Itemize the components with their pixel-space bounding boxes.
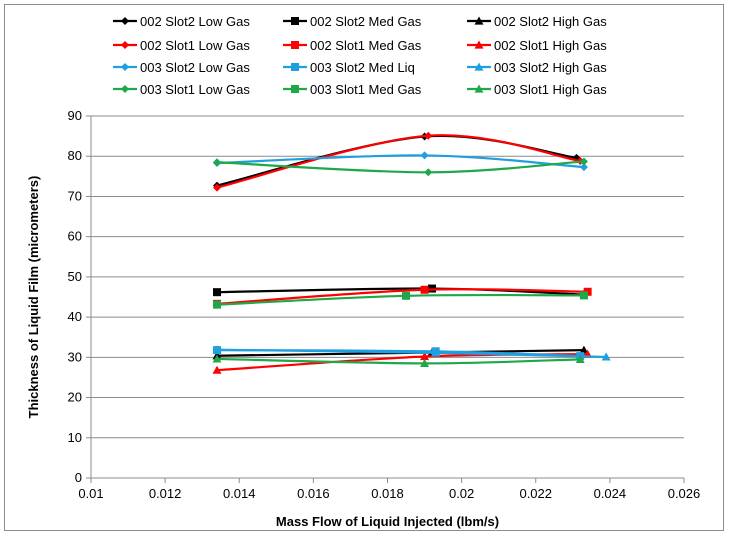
legend-label: 002 Slot2 Low Gas xyxy=(140,14,250,29)
square-marker xyxy=(291,17,299,25)
y-tick-label: 80 xyxy=(68,148,82,163)
diamond-marker xyxy=(121,17,129,25)
legend-label: 003 Slot2 Med Liq xyxy=(310,60,415,75)
square-marker xyxy=(402,291,411,300)
diamond-marker xyxy=(424,168,433,177)
series-group xyxy=(212,131,611,374)
diamond-marker xyxy=(121,85,129,93)
square-marker xyxy=(291,63,299,71)
diamond-marker xyxy=(213,158,222,167)
y-tick-label: 0 xyxy=(75,470,82,485)
legend: 002 Slot2 Low Gas 002 Slot2 Med Gas 002 Sl… xyxy=(113,14,607,97)
square-marker xyxy=(291,85,299,93)
series-003-slot2-low-gas xyxy=(213,151,588,172)
triangle-marker xyxy=(212,354,222,363)
series-003-slot1-high-gas xyxy=(212,354,585,367)
legend-label: 003 Slot2 Low Gas xyxy=(140,60,250,75)
square-marker xyxy=(213,300,222,309)
legend-label: 002 Slot2 Med Gas xyxy=(310,14,422,29)
legend-item: 003 Slot1 High Gas xyxy=(467,82,607,97)
legend-label: 002 Slot1 High Gas xyxy=(494,38,607,53)
triangle-marker xyxy=(420,352,430,361)
axes: 0 10 20 30 40 50 60 70 80 90 0.01 0.012 0.014 0.016 0.… xyxy=(68,108,701,501)
triangle-marker xyxy=(474,84,484,93)
y-tick-label: 90 xyxy=(68,108,82,123)
y-tick-label: 50 xyxy=(68,269,82,284)
diamond-marker xyxy=(121,41,129,49)
diamond-marker xyxy=(579,157,588,166)
legend-item: 002 Slot2 High Gas xyxy=(467,14,607,29)
square-marker xyxy=(579,291,588,300)
triangle-marker xyxy=(474,62,484,71)
legend-item: 003 Slot2 High Gas xyxy=(467,60,607,75)
legend-label: 003 Slot1 High Gas xyxy=(494,82,607,97)
legend-item: 002 Slot2 Low Gas xyxy=(113,14,250,29)
triangle-marker xyxy=(474,16,484,25)
x-tick-label: 0.014 xyxy=(223,486,256,501)
diamond-marker xyxy=(424,131,433,140)
legend-item: 003 Slot1 Med Gas xyxy=(283,82,422,97)
series-003-slot2-high-gas xyxy=(212,345,611,361)
legend-item: 003 Slot1 Low Gas xyxy=(113,82,250,97)
triangle-marker xyxy=(575,354,585,363)
diamond-marker xyxy=(579,163,588,172)
legend-item: 002 Slot1 Low Gas xyxy=(113,38,250,53)
y-tick-label: 70 xyxy=(68,188,82,203)
triangle-marker xyxy=(474,40,484,49)
y-tick-label: 30 xyxy=(68,349,82,364)
legend-item: 003 Slot2 Low Gas xyxy=(113,60,250,75)
y-axis-title: Thickness of Liquid Film (micrometers) xyxy=(26,176,41,419)
legend-item: 002 Slot1 High Gas xyxy=(467,38,607,53)
triangle-marker xyxy=(212,345,222,354)
x-tick-label: 0.018 xyxy=(371,486,404,501)
series-003-slot1-med-gas xyxy=(213,291,588,309)
series-line xyxy=(216,357,581,365)
square-marker xyxy=(213,288,222,297)
legend-item: 002 Slot2 Med Gas xyxy=(283,14,422,29)
x-tick-label: 0.022 xyxy=(519,486,552,501)
square-marker xyxy=(291,41,299,49)
x-tick-label: 0.024 xyxy=(594,486,627,501)
triangle-marker xyxy=(579,345,589,354)
triangle-marker xyxy=(431,348,441,357)
triangle-marker xyxy=(601,352,611,361)
x-tick-label: 0.02 xyxy=(449,486,474,501)
y-tick-label: 60 xyxy=(68,229,82,244)
diamond-marker xyxy=(121,63,129,71)
legend-label: 002 Slot1 Low Gas xyxy=(140,38,250,53)
y-tick-label: 10 xyxy=(68,430,82,445)
x-tick-label: 0.01 xyxy=(78,486,103,501)
x-tick-label: 0.026 xyxy=(668,486,701,501)
triangle-marker xyxy=(212,365,222,374)
x-tick-label: 0.012 xyxy=(149,486,182,501)
diamond-marker xyxy=(420,151,429,160)
legend-item: 002 Slot1 Med Gas xyxy=(283,38,422,53)
y-tick-label: 20 xyxy=(68,390,82,405)
series-003-slot1-low-gas xyxy=(213,157,588,177)
x-tick-label: 0.016 xyxy=(297,486,330,501)
legend-label: 003 Slot2 High Gas xyxy=(494,60,607,75)
triangle-marker xyxy=(420,358,430,367)
y-tick-label: 40 xyxy=(68,309,82,324)
legend-item: 003 Slot2 Med Liq xyxy=(283,60,415,75)
legend-label: 003 Slot1 Med Gas xyxy=(310,82,422,97)
legend-label: 003 Slot1 Low Gas xyxy=(140,82,250,97)
diamond-marker xyxy=(213,183,222,192)
square-marker xyxy=(420,285,429,294)
legend-label: 002 Slot1 Med Gas xyxy=(310,38,422,53)
legend-label: 002 Slot2 High Gas xyxy=(494,14,607,29)
x-axis-title: Mass Flow of Liquid Injected (lbm/s) xyxy=(276,514,499,529)
